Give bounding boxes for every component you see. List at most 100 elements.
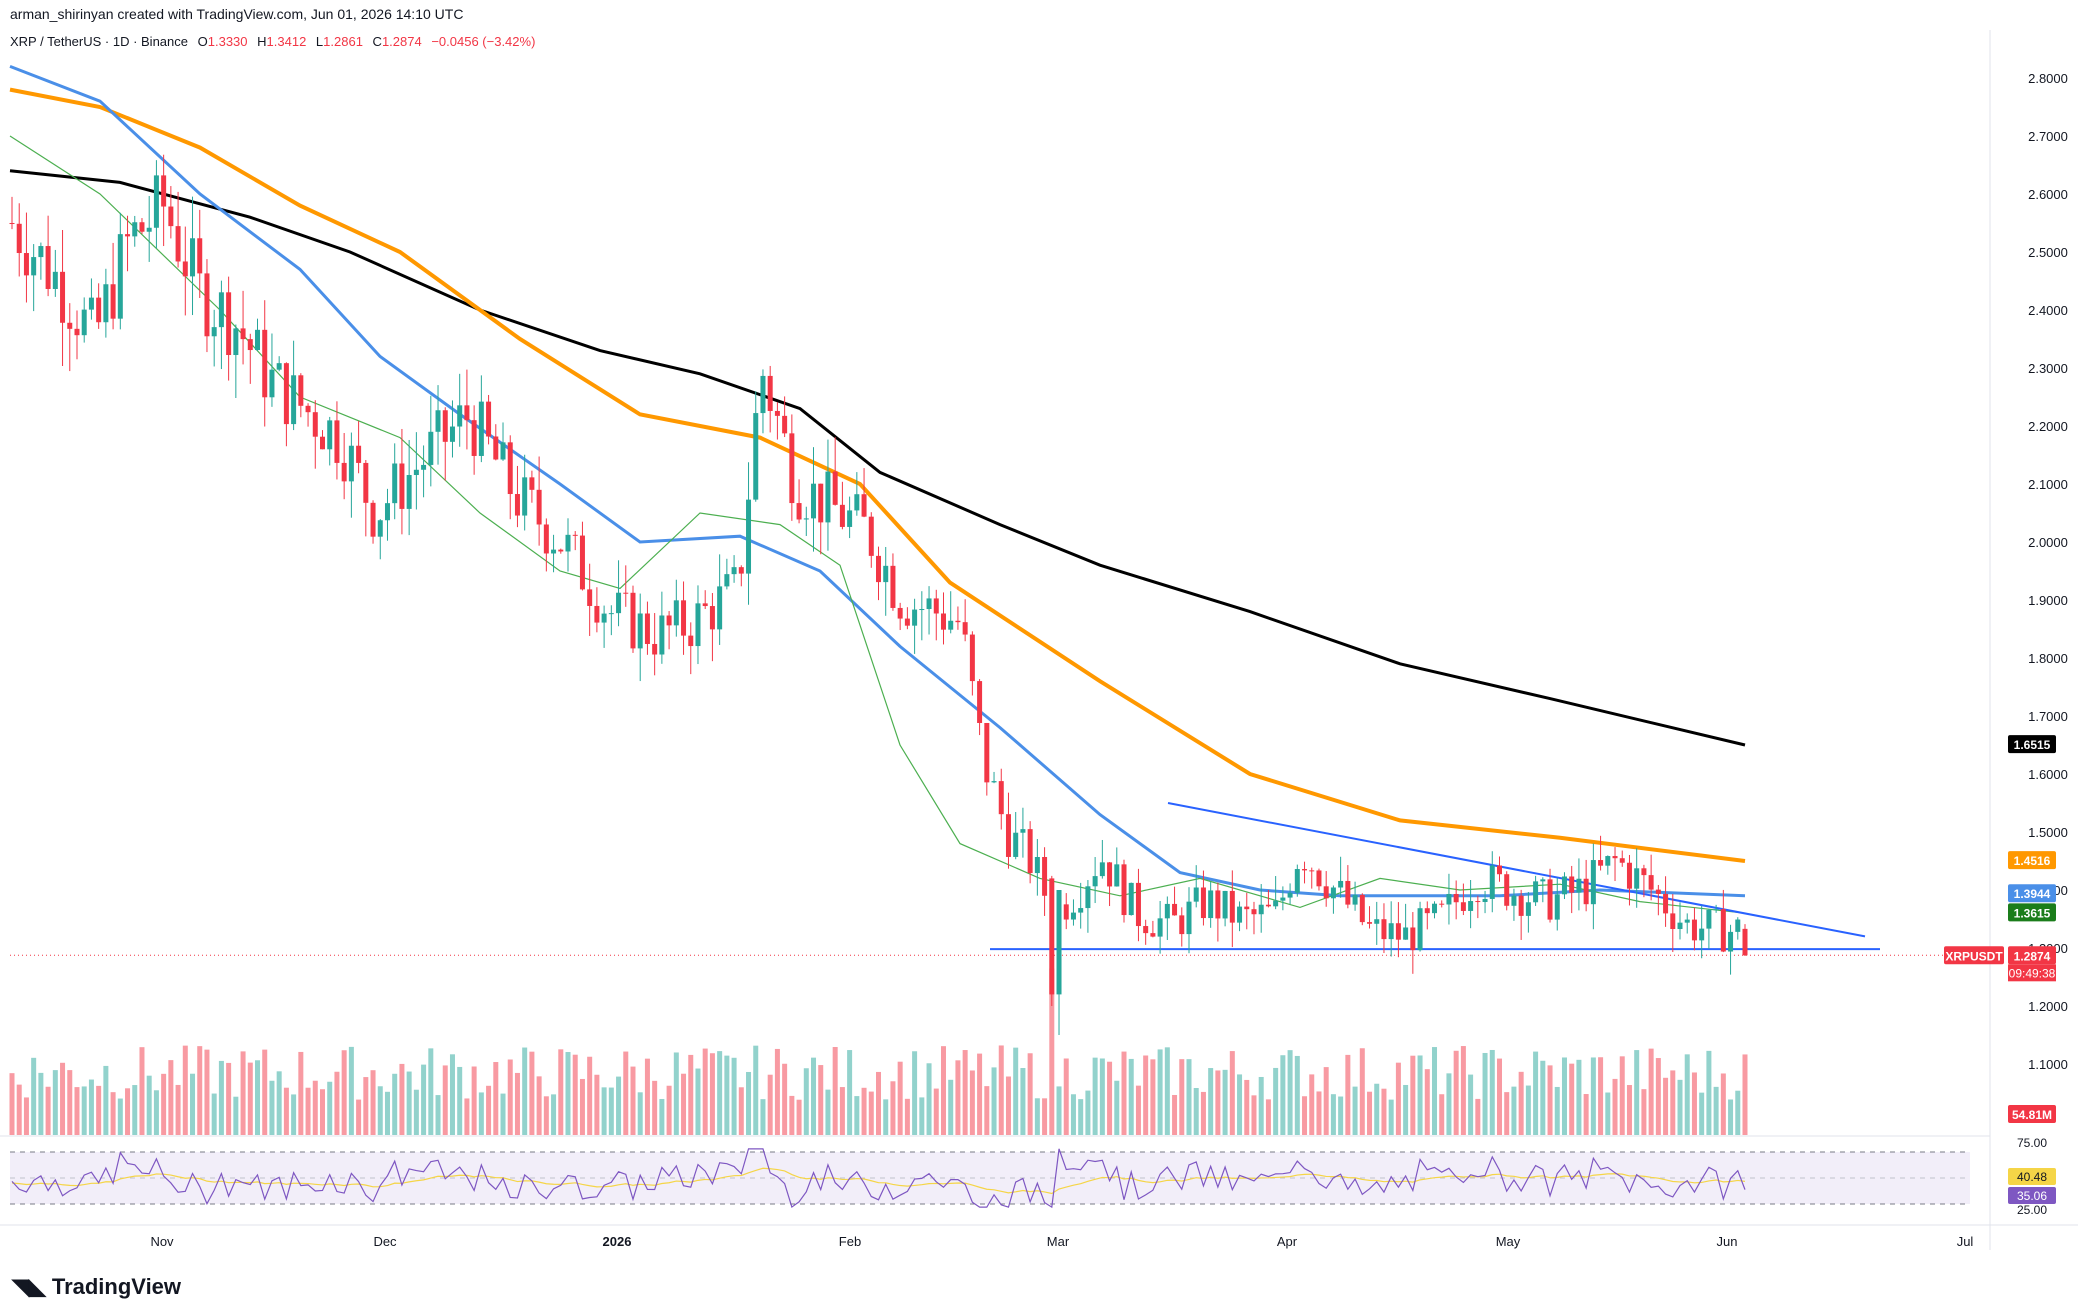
volume-bar — [1424, 1069, 1430, 1135]
volume-bar — [514, 1072, 520, 1135]
volume-bar — [1626, 1085, 1632, 1135]
candle-body — [247, 339, 253, 351]
volume-bar — [876, 1071, 881, 1135]
volume-bar — [724, 1055, 730, 1135]
candle-body — [1482, 898, 1488, 903]
volume-bar — [356, 1099, 362, 1135]
candle-body — [579, 535, 585, 590]
candle-body — [1244, 906, 1250, 910]
candle-body — [1222, 890, 1228, 919]
candle-body — [486, 401, 492, 437]
candle-body — [1193, 887, 1199, 902]
candle-body — [1345, 880, 1351, 905]
candle-body — [1460, 902, 1466, 911]
volume-bar — [1359, 1048, 1365, 1135]
volume-bar — [1742, 1054, 1748, 1135]
volume-bar — [637, 1092, 643, 1135]
candle-body — [132, 222, 138, 237]
volume-bar — [962, 1050, 968, 1135]
candle-body — [926, 598, 932, 610]
candle-body — [1013, 832, 1019, 857]
volume-bar — [1107, 1061, 1113, 1135]
volume-bar — [146, 1075, 152, 1135]
candle-body — [1475, 901, 1481, 903]
volume-bar — [1330, 1094, 1336, 1135]
candle-body — [1186, 901, 1192, 935]
close-label: C — [372, 34, 382, 49]
volume-bar — [543, 1096, 549, 1135]
candle-body — [1172, 903, 1178, 916]
candle-body — [110, 284, 116, 319]
candle-body — [753, 413, 759, 500]
moving-averages — [9, 65, 1746, 914]
candle-body — [1554, 894, 1560, 920]
time-axis: Nov Dec 2026 Feb Mar Apr May Jun Jul — [0, 1224, 2078, 1249]
symbol-tag: XRPUSDT — [1945, 949, 2003, 963]
candle-body — [1085, 886, 1091, 909]
candle-body — [969, 634, 975, 682]
volume-bar — [1489, 1049, 1495, 1135]
candle-body — [1381, 919, 1387, 940]
volume-bar — [803, 1068, 809, 1135]
candle-body — [1229, 890, 1235, 923]
candle-body — [1706, 909, 1712, 929]
volume-bar — [421, 1064, 427, 1135]
candle-body — [276, 363, 282, 370]
volume-bar — [1020, 1068, 1026, 1135]
volume-bar — [1663, 1077, 1669, 1135]
candle-body — [594, 605, 600, 623]
candle-body — [139, 222, 145, 232]
y-tick-label: 1.2000 — [2028, 999, 2068, 1014]
volume-bar — [1352, 1086, 1358, 1135]
candle-body — [825, 471, 831, 523]
volume-bar — [88, 1079, 94, 1135]
volume-bar — [1439, 1094, 1445, 1135]
candle-body — [796, 503, 802, 520]
volume-bar — [688, 1054, 694, 1135]
volume-bar — [269, 1080, 275, 1135]
candle-body — [977, 681, 983, 723]
candle-body — [1432, 903, 1438, 914]
volume-bar — [608, 1087, 614, 1135]
candle-body — [1020, 829, 1026, 833]
volume-bar — [601, 1087, 607, 1135]
volume-bar — [616, 1076, 622, 1135]
y-tick-label: 1.5000 — [2028, 825, 2068, 840]
y-tick-label: 1.1000 — [2028, 1057, 2068, 1072]
tradingview-logo[interactable]: ◥◣ TradingView — [12, 1274, 181, 1300]
volume-bar — [175, 1084, 181, 1135]
candle-body — [478, 401, 484, 456]
candle-body — [1612, 856, 1618, 859]
candle-body — [565, 534, 571, 552]
volume-bar — [1150, 1059, 1156, 1135]
volume-bar — [399, 1063, 405, 1135]
open-value: 1.3330 — [207, 34, 248, 49]
candle-body — [991, 781, 997, 783]
candle-body — [673, 600, 679, 626]
candle-body — [1648, 875, 1654, 890]
candle-body — [413, 469, 419, 476]
candle-body — [1135, 882, 1141, 927]
rsi-pane — [0, 1135, 2078, 1209]
volume-bar — [190, 1073, 196, 1135]
low-value: 1.2861 — [323, 34, 363, 49]
price-label-bg — [2008, 851, 2056, 870]
countdown-label: 09:49:38 — [2009, 966, 2056, 980]
volume-bar — [1395, 1062, 1401, 1135]
volume-bar — [1273, 1067, 1279, 1135]
volume-bar — [572, 1054, 578, 1135]
volume-bar — [991, 1067, 997, 1135]
volume-bar — [522, 1047, 528, 1135]
pair-label[interactable]: XRP / TetherUS · 1D · Binance — [10, 34, 188, 49]
volume-bar — [81, 1086, 87, 1135]
volume-bar — [31, 1057, 37, 1135]
volume-bar — [1446, 1073, 1452, 1135]
y-tick-label: 1.3000 — [2028, 941, 2068, 956]
candle-body — [1533, 881, 1539, 903]
volume-bar — [1569, 1063, 1575, 1135]
volume-bar — [1323, 1067, 1329, 1135]
candle-body — [269, 369, 275, 398]
candle-body — [897, 607, 903, 619]
candle-body — [103, 284, 109, 323]
